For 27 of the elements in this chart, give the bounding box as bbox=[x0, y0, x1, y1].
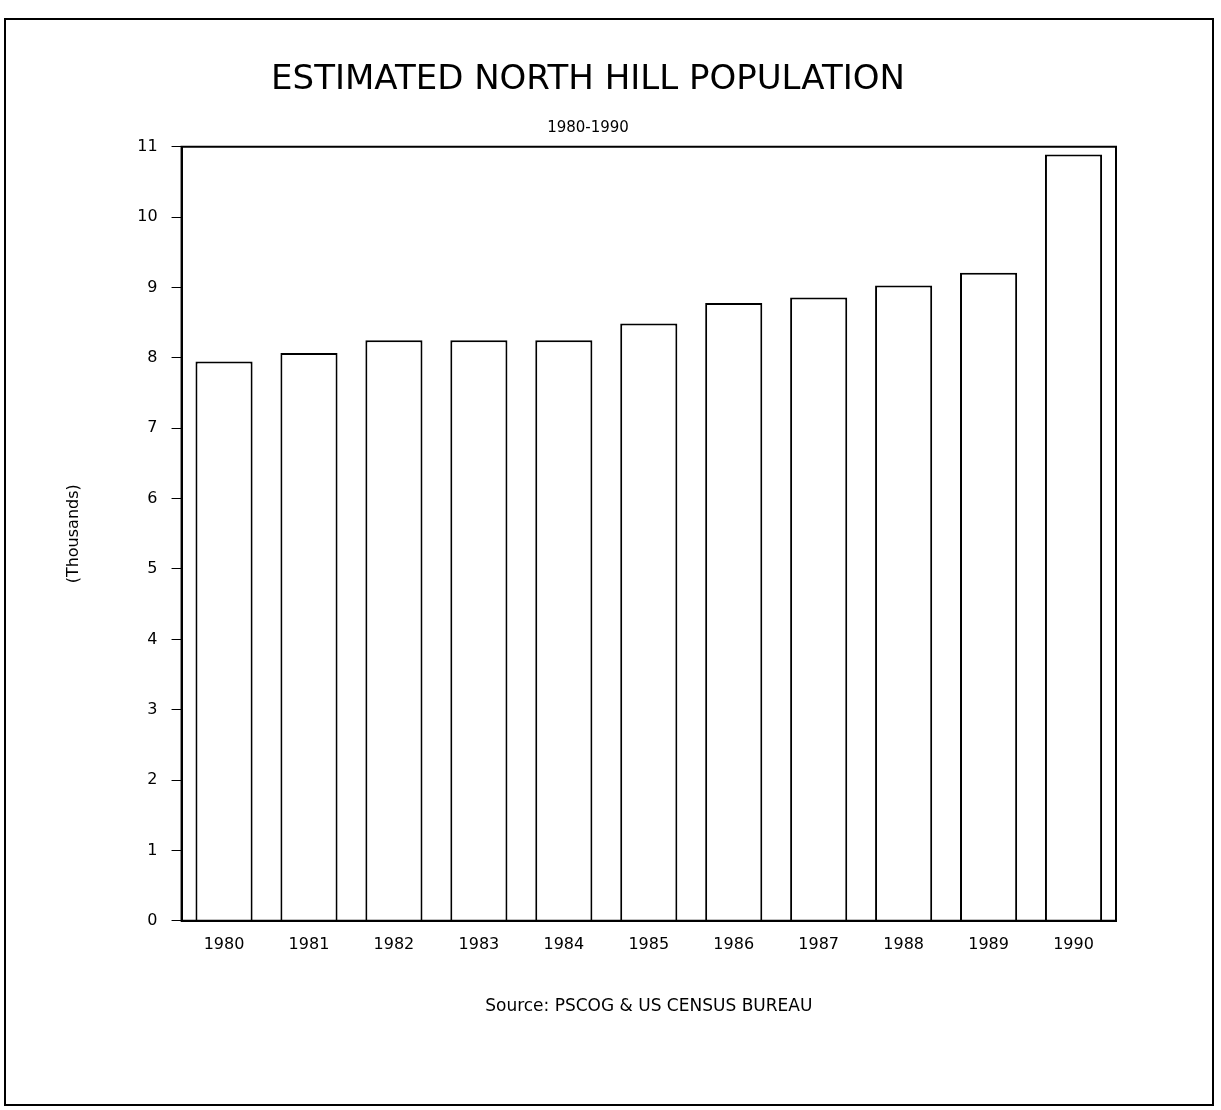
y-tick-label: 7 bbox=[147, 417, 158, 437]
y-tick-label: 5 bbox=[147, 558, 158, 578]
y-tick-label: 4 bbox=[147, 628, 158, 648]
x-tick-label: 1987 bbox=[798, 933, 840, 953]
y-tick-label: 8 bbox=[147, 347, 158, 367]
x-tick-label: 1986 bbox=[713, 933, 755, 953]
x-tick-label: 1985 bbox=[628, 933, 670, 953]
y-tick-label: 10 bbox=[137, 206, 158, 226]
y-tick-label: 2 bbox=[147, 769, 158, 789]
x-tick-label: 1981 bbox=[288, 933, 330, 953]
x-tick-label: 1982 bbox=[373, 933, 415, 953]
y-tick-label: 6 bbox=[147, 487, 158, 507]
y-tick-label: 9 bbox=[147, 276, 158, 296]
y-tick-label: 3 bbox=[147, 698, 158, 718]
x-tick-label: 1980 bbox=[203, 933, 245, 953]
source-note: Source: PSCOG & US CENSUS BUREAU bbox=[485, 994, 813, 1015]
x-tick-label: 1988 bbox=[883, 933, 924, 953]
y-tick-label: 1 bbox=[147, 839, 158, 859]
x-tick-label: 1984 bbox=[543, 933, 585, 953]
x-tick-label: 1989 bbox=[968, 933, 1009, 953]
x-tick-label: 1990 bbox=[1053, 933, 1094, 953]
x-tick-label: 1983 bbox=[458, 933, 500, 953]
y-axis-title: (Thousands) bbox=[62, 484, 82, 584]
chart-subtitle: 1980-1990 bbox=[547, 117, 629, 136]
y-tick-label: 11 bbox=[137, 135, 158, 155]
y-tick-label: 0 bbox=[147, 909, 158, 929]
chart-title: ESTIMATED NORTH HILL POPULATION bbox=[271, 57, 905, 98]
